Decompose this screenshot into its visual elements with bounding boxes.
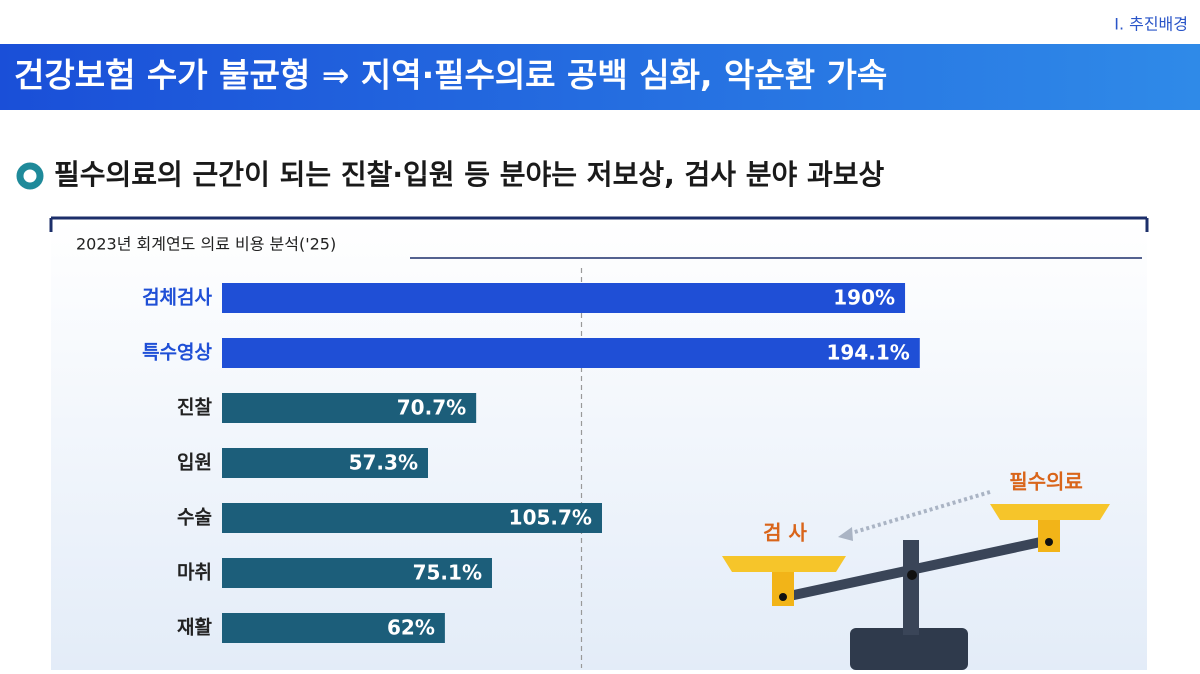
value-label: 62% <box>387 616 435 640</box>
bar <box>222 448 428 478</box>
bar <box>222 338 920 368</box>
scale-label: 검 사 <box>763 521 807 545</box>
category-label: 입원 <box>177 452 212 474</box>
pan-pin <box>779 593 787 601</box>
value-label: 57.3% <box>349 451 418 475</box>
bar <box>222 503 602 533</box>
subheading: 필수의료의 근간이 되는 진찰·입원 등 분야는 저보상, 검사 분야 과보상 <box>54 158 885 191</box>
pan-right <box>990 504 1110 520</box>
value-label: 70.7% <box>397 396 466 420</box>
pan-stem <box>772 572 794 606</box>
chart-title: 2023년 회계연도 의료 비용 분석('25) <box>76 235 336 254</box>
bar <box>222 613 445 643</box>
pan-left <box>722 556 846 572</box>
bar <box>222 283 906 313</box>
headline: 건강보험 수가 불균형 ⇒ 지역·필수의료 공백 심화, 악순환 가속 <box>14 56 887 95</box>
value-label: 75.1% <box>413 561 482 585</box>
category-label: 마취 <box>177 562 212 584</box>
arrow <box>847 490 991 536</box>
category-label: 특수영상 <box>142 342 212 364</box>
category-label: 수술 <box>177 507 212 529</box>
header-band <box>0 44 1200 110</box>
value-label: 190% <box>833 286 895 310</box>
category-label: 재활 <box>177 617 212 639</box>
scale-label: 필수의료 <box>1009 470 1083 494</box>
value-label: 194.1% <box>826 341 909 365</box>
pan-pin <box>1045 538 1053 546</box>
bar <box>222 393 477 423</box>
scale-pivot <box>907 570 917 580</box>
scale-post <box>903 540 919 635</box>
category-label: 진찰 <box>177 397 212 419</box>
scale-beam <box>775 535 1055 603</box>
bullet-icon <box>16 162 44 190</box>
scale-base <box>850 628 968 670</box>
pan-stem <box>1038 518 1060 552</box>
arrow-head <box>838 527 853 541</box>
scale-illustration: 필수의료 검 사 <box>722 470 1110 670</box>
section-label: Ⅰ. 추진배경 <box>1114 15 1188 34</box>
category-label: 검체검사 <box>142 287 212 309</box>
value-label: 105.7% <box>509 506 592 530</box>
bar <box>222 558 492 588</box>
